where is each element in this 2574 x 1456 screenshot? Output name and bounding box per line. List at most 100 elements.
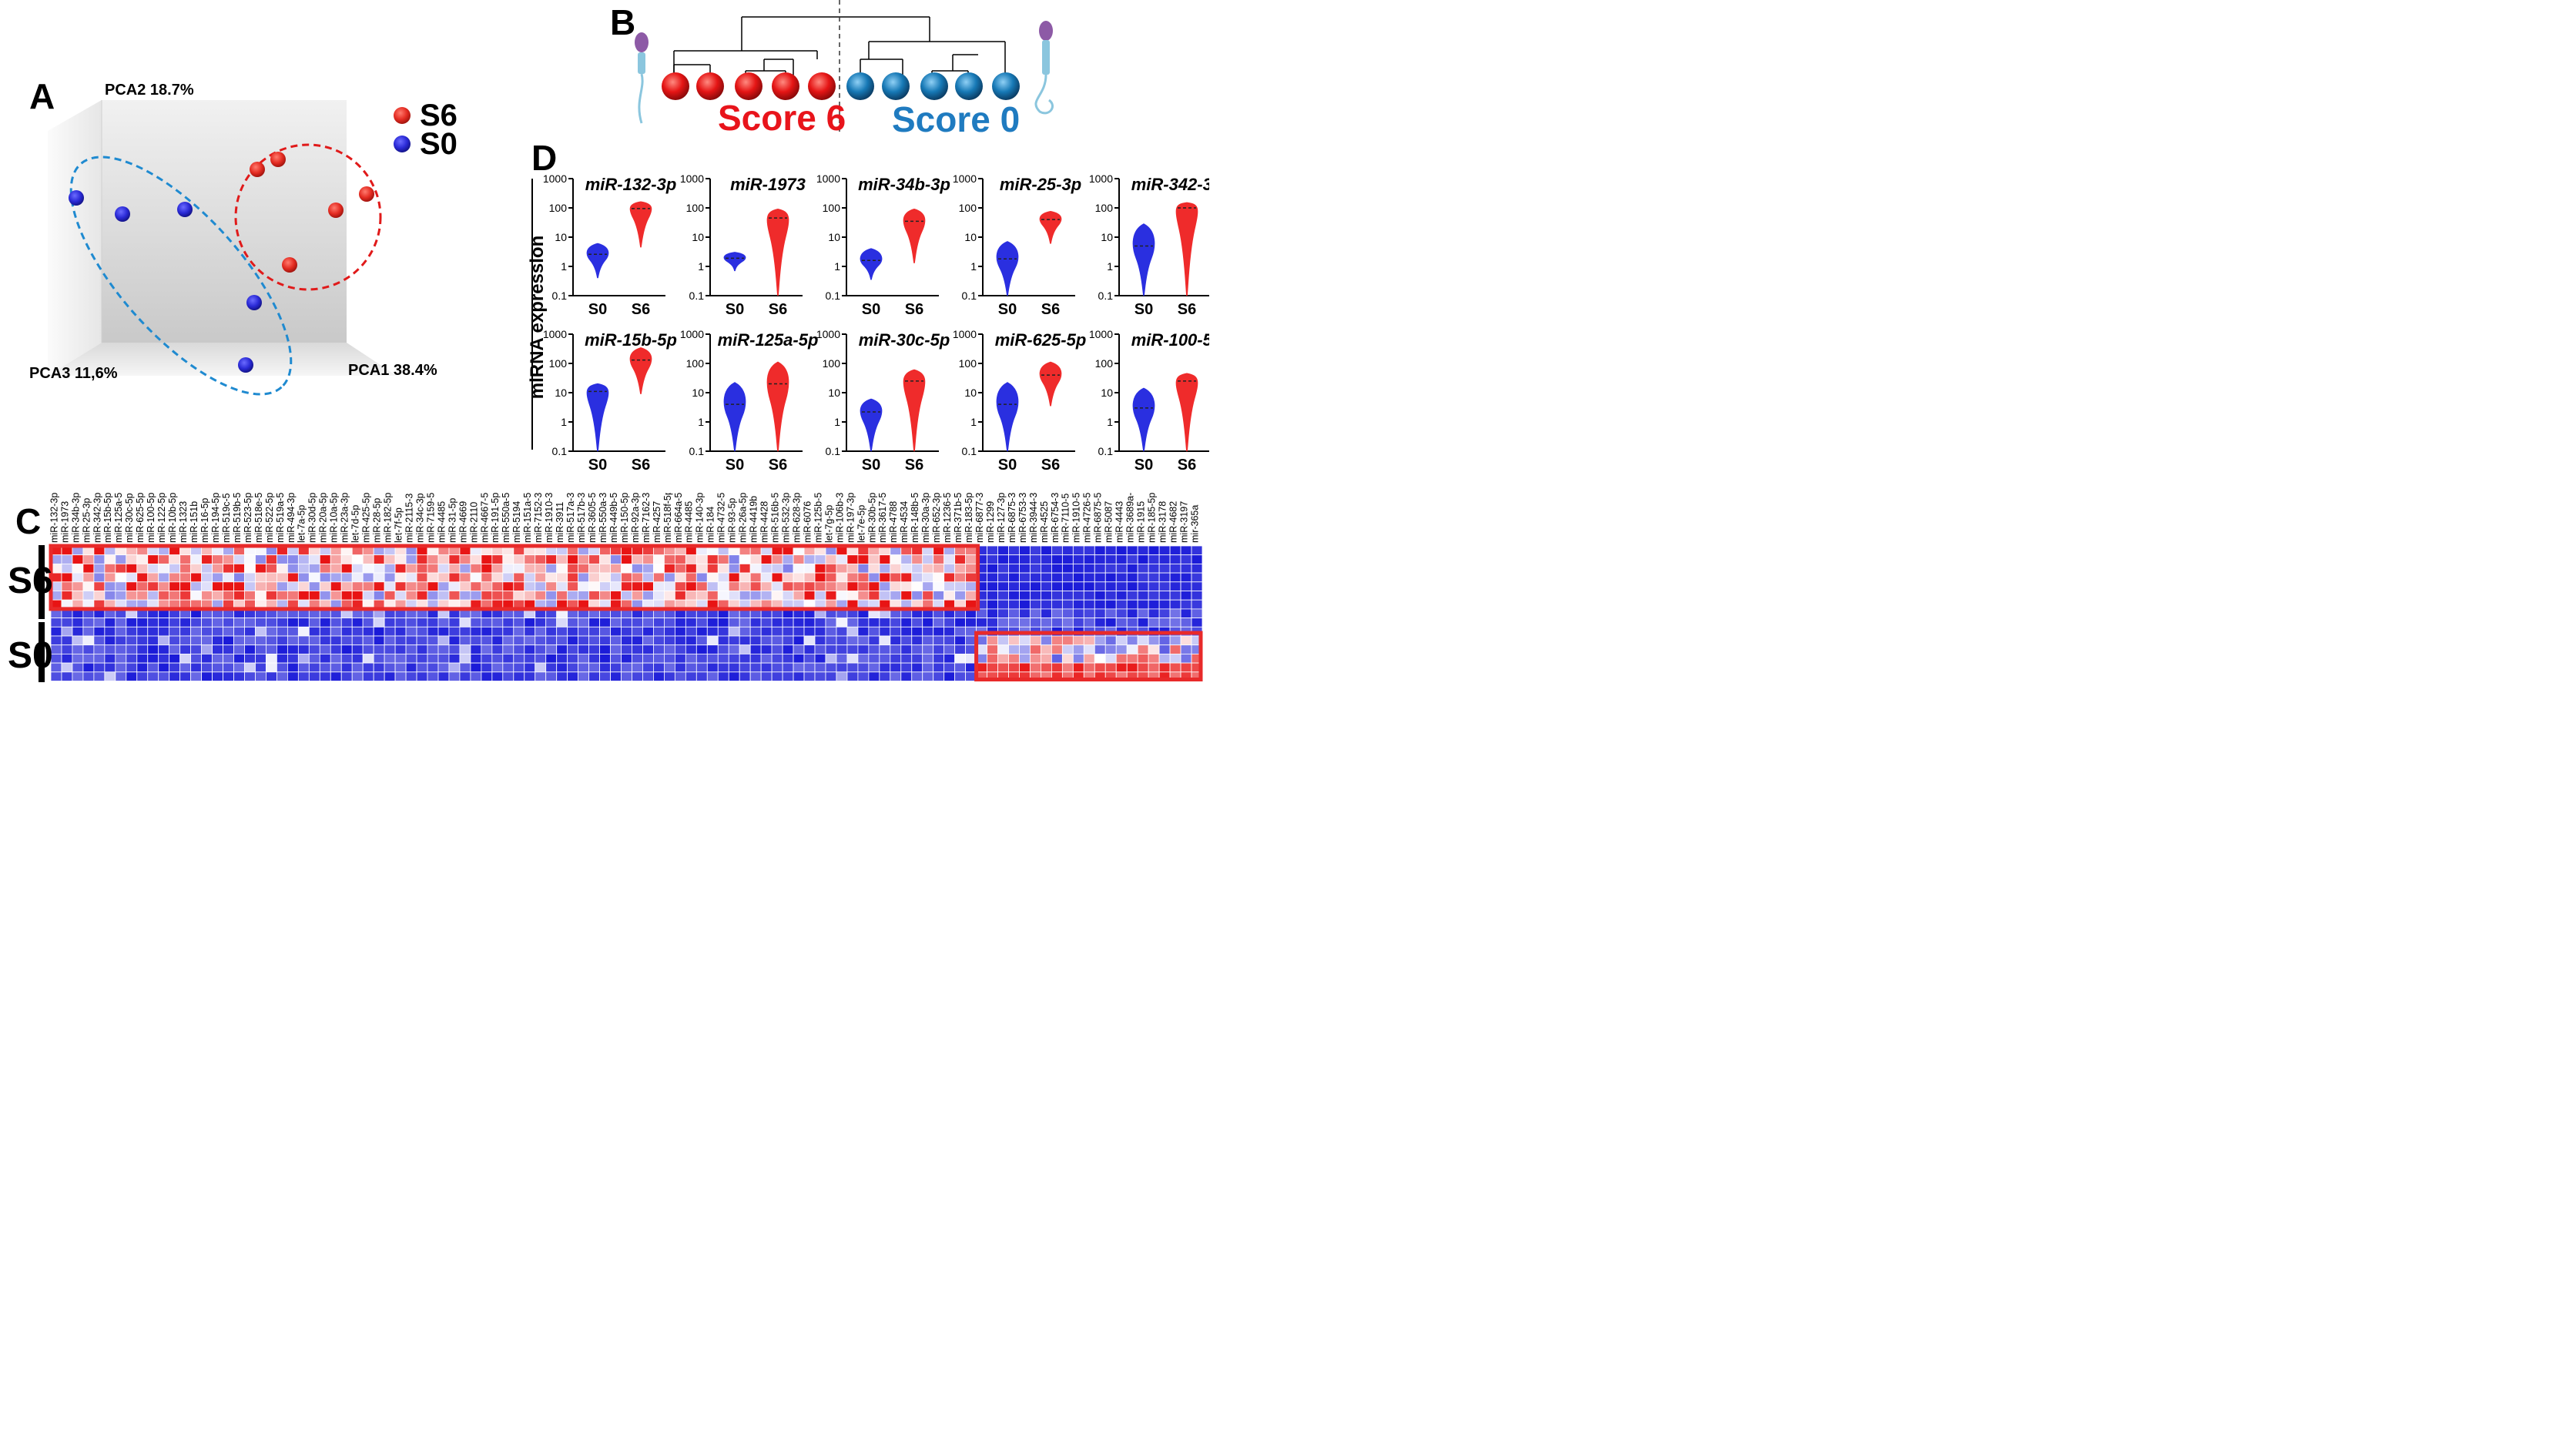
- heatmap-cell: [664, 581, 675, 591]
- heatmap-cell: [588, 644, 600, 654]
- heatmap-cell: [1137, 564, 1149, 574]
- heatmap-cell: [922, 635, 934, 646]
- heatmap-cell: [201, 626, 213, 637]
- heatmap-cell: [277, 564, 288, 574]
- heatmap-cell: [297, 591, 310, 601]
- heatmap-cell: [653, 554, 665, 564]
- heatmap-cell: [513, 626, 525, 637]
- heatmap-cell: [340, 653, 353, 664]
- heatmap-cell: [911, 581, 923, 591]
- heatmap-cell: [836, 564, 848, 574]
- violin-tick-label: 10: [692, 387, 704, 399]
- heatmap-cell: [760, 626, 773, 637]
- heatmap-cell: [394, 653, 407, 664]
- heatmap-cell: [803, 591, 816, 601]
- heatmap-cell: [1137, 599, 1149, 610]
- heatmap-cell: [470, 662, 482, 673]
- violin-tick-label: 0.1: [826, 445, 841, 457]
- heatmap-cell: [502, 591, 514, 601]
- heatmap-cell: [266, 662, 277, 673]
- heatmap-cell: [362, 618, 374, 628]
- heatmap-cell: [621, 671, 632, 681]
- heatmap-cell: [535, 591, 547, 601]
- heatmap-cell: [890, 635, 902, 646]
- heatmap-cell: [147, 653, 159, 664]
- heatmap-cell: [1019, 572, 1031, 583]
- heatmap-column-label: miR-183-5p: [964, 493, 974, 543]
- heatmap-cell: [911, 572, 923, 583]
- heatmap-cell: [255, 626, 266, 637]
- heatmap-cell: [717, 581, 729, 591]
- heatmap-cell: [427, 662, 439, 673]
- heatmap-cell: [1030, 599, 1041, 610]
- heatmap-column-label: miR-518e-5p: [253, 493, 264, 543]
- heatmap-cell: [900, 591, 913, 601]
- heatmap-cell: [632, 671, 643, 681]
- heatmap-cell: [793, 564, 805, 574]
- heatmap-cell: [266, 591, 277, 601]
- heatmap-cell: [1158, 644, 1171, 654]
- score0-samples: [846, 72, 1020, 100]
- heatmap-cell: [147, 591, 159, 601]
- heatmap-cell: [997, 653, 1009, 664]
- heatmap-cell: [50, 618, 62, 628]
- heatmap-cell: [1148, 581, 1160, 591]
- heatmap-cell: [836, 635, 848, 646]
- heatmap-cell: [93, 626, 106, 637]
- heatmap-cell: [502, 644, 514, 654]
- heatmap-cell: [330, 662, 342, 673]
- violin-s0: [586, 243, 609, 279]
- heatmap-cell: [900, 653, 913, 664]
- heatmap-cell: [126, 564, 138, 574]
- heatmap-cell: [287, 581, 299, 591]
- violin-tick-label: 100: [549, 357, 568, 370]
- heatmap-cell: [1061, 554, 1074, 564]
- heatmap-column-label: miR-1299: [985, 501, 996, 543]
- heatmap-column-label: let-7a-5p: [297, 505, 307, 543]
- heatmap-cell: [319, 581, 331, 591]
- heatmap-cell: [782, 572, 794, 583]
- heatmap-cell: [695, 635, 708, 646]
- violin-s0: [586, 383, 609, 452]
- heatmap-cell: [1051, 618, 1063, 628]
- heatmap-column-label: miR-10a-5p: [329, 493, 340, 543]
- heatmap-cell: [879, 564, 891, 574]
- heatmap-cell: [491, 626, 504, 637]
- heatmap-cell: [739, 618, 751, 628]
- heatmap-cell: [771, 618, 783, 628]
- heatmap-cell: [706, 591, 719, 601]
- heatmap-cell: [954, 671, 967, 681]
- heatmap-cell: [1072, 545, 1084, 556]
- heatmap-cell: [685, 591, 697, 601]
- heatmap-cell: [104, 564, 116, 574]
- heatmap-cell: [653, 644, 665, 654]
- heatmap-cell: [297, 618, 310, 628]
- pca-points-s6: [250, 152, 374, 273]
- heatmap-cell: [416, 591, 428, 601]
- heatmap-cell: [169, 626, 181, 637]
- heatmap-column-label: miR-6875-5p: [1093, 493, 1104, 543]
- violin-tick-label: 10: [692, 231, 704, 243]
- heatmap-cell: [459, 626, 471, 637]
- heatmap-cell: [1115, 662, 1128, 673]
- violin-tick-label: 1: [561, 260, 567, 273]
- heatmap-column-label: miR-519b-5p: [232, 493, 243, 543]
- heatmap-cell: [1104, 653, 1117, 664]
- heatmap-cell: [911, 626, 923, 637]
- heatmap-cell: [695, 618, 708, 628]
- heatmap-cell: [535, 554, 547, 564]
- heatmap-cell: [93, 644, 106, 654]
- violin-group-label: S6: [632, 457, 650, 474]
- heatmap-cell: [879, 572, 891, 583]
- heatmap-cell: [1115, 591, 1128, 601]
- heatmap-cell: [1158, 591, 1171, 601]
- heatmap-cell: [987, 653, 998, 664]
- heatmap-cell: [1115, 554, 1128, 564]
- heatmap-cell: [72, 591, 84, 601]
- heatmap-cell: [136, 564, 149, 574]
- heatmap-cell: [1126, 608, 1138, 618]
- heatmap-cell: [351, 644, 364, 654]
- heatmap-cell: [437, 564, 450, 574]
- heatmap-cell: [277, 635, 288, 646]
